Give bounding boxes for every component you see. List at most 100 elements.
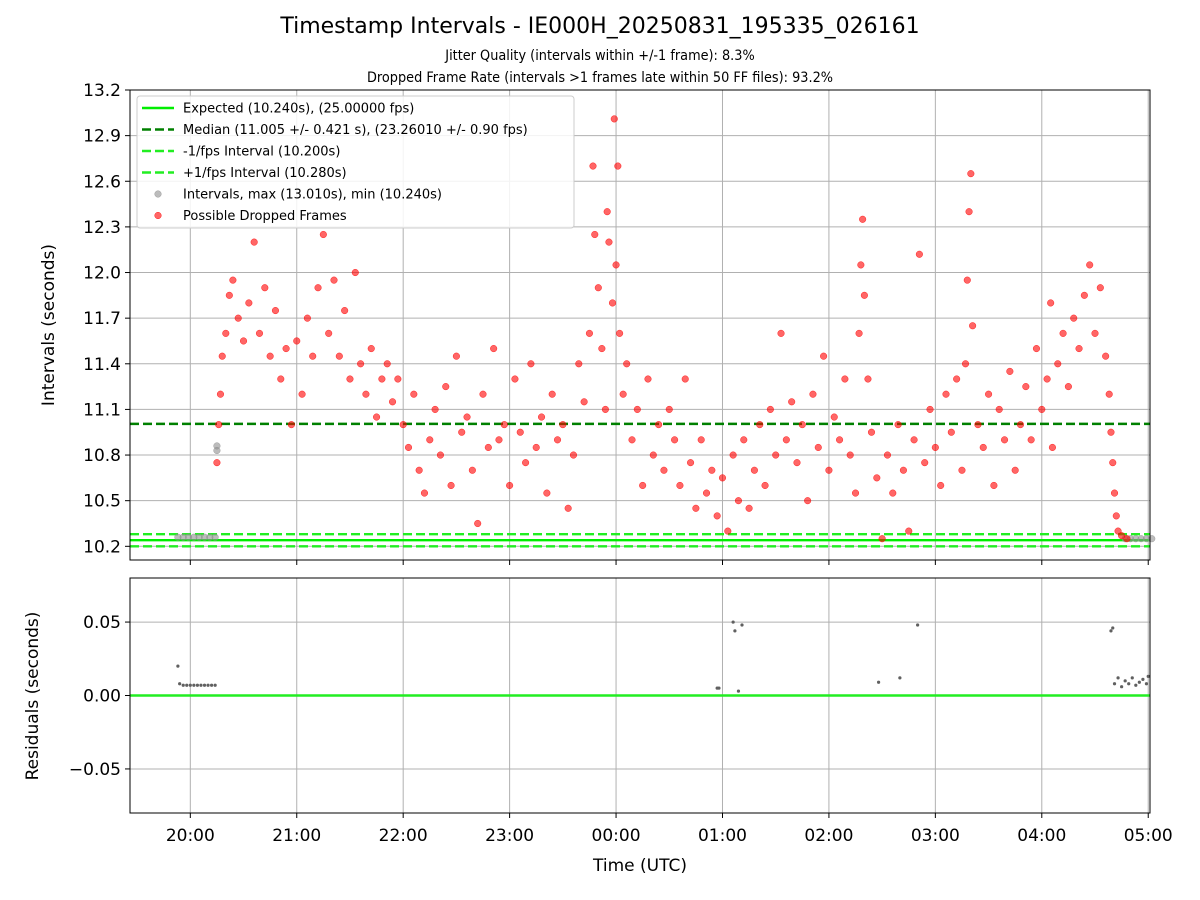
dropped-frame-point (608, 299, 617, 307)
dropped-frame-point (841, 375, 849, 383)
x-tick-label: 04:00 (1017, 826, 1066, 846)
dropped-frame-point (961, 360, 970, 368)
top-y-tick-label: 11.4 (83, 355, 121, 375)
dropped-frame-point (373, 413, 381, 421)
legend-label: +1/fps Interval (10.280s) (183, 166, 347, 181)
dropped-frame-point (468, 466, 476, 474)
dropped-frame-point (564, 504, 572, 512)
dropped-frame-point (809, 390, 817, 398)
dropped-frame-point (985, 390, 993, 398)
dropped-frame-point (234, 314, 242, 322)
dropped-frame-point (942, 390, 950, 398)
top-y-tick-label: 11.7 (83, 309, 121, 329)
dropped-frame-point (255, 329, 264, 337)
dropped-frame-point (383, 360, 391, 368)
legend-label: Intervals, max (13.010s), min (10.240s) (183, 188, 442, 203)
dropped-frame-point (878, 535, 886, 543)
residual-point (206, 683, 210, 687)
dropped-frame-point (883, 451, 892, 459)
x-tick-label: 00:00 (592, 826, 641, 846)
dropped-frame-point (605, 238, 613, 246)
dropped-frame-point (575, 360, 583, 368)
dropped-frame-point (357, 360, 365, 368)
dropped-frame-point (963, 276, 971, 284)
residual-point (876, 680, 881, 684)
bottom-y-axis-label: Residuals (seconds) (23, 612, 43, 781)
dropped-frame-point (479, 390, 487, 398)
dropped-frame-point (447, 481, 455, 490)
dropped-frame-point (1047, 299, 1055, 307)
residual-point (736, 689, 741, 693)
dropped-frame-point (293, 337, 301, 345)
dropped-frame-point (702, 489, 711, 497)
residual-point (1120, 685, 1124, 689)
dropped-frame-point (804, 497, 812, 505)
dropped-frame-point (1118, 532, 1126, 540)
residual-point (176, 664, 180, 668)
dropped-frame-point (612, 261, 620, 269)
dropped-frame-point (335, 352, 343, 360)
dropped-frame-point (399, 421, 407, 429)
dropped-frame-point (969, 322, 977, 330)
dropped-frame-point (1070, 314, 1078, 322)
dropped-frame-point (266, 352, 274, 360)
residual-point (1134, 683, 1138, 687)
dropped-frame-point (1000, 436, 1009, 444)
dropped-frame-point (362, 390, 370, 398)
dropped-frame-point (713, 512, 721, 520)
residual-point (178, 682, 182, 686)
dropped-frame-point (953, 375, 961, 383)
dropped-frame-point (1105, 390, 1113, 398)
dropped-frame-point (532, 443, 540, 451)
dropped-frame-point (1027, 436, 1035, 444)
dropped-frame-point (889, 489, 897, 497)
dropped-frame-point (644, 375, 652, 383)
dropped-frame-point (404, 443, 413, 451)
dropped-frame-point (772, 451, 780, 459)
dropped-frame-point (610, 115, 618, 123)
dropped-frame-point (1038, 405, 1046, 413)
dropped-frame-point (463, 413, 471, 421)
dropped-frame-point (995, 405, 1003, 413)
residual-point (188, 683, 192, 687)
dropped-frame-point (1091, 329, 1099, 337)
dropped-frame-point (793, 459, 801, 467)
dropped-frame-point (860, 291, 868, 299)
residual-point (717, 686, 721, 690)
dropped-frame-point (1011, 466, 1019, 474)
dropped-frame-point (724, 527, 732, 535)
dropped-frame-point (967, 170, 975, 178)
dropped-frame-point (490, 345, 498, 353)
dropped-frame-point (921, 459, 929, 467)
dropped-frame-point (277, 375, 285, 383)
dropped-frame-point (500, 421, 508, 429)
x-tick-label: 03:00 (911, 826, 960, 846)
dropped-frame-point (974, 421, 982, 429)
dropped-frame-point (1032, 345, 1041, 353)
dropped-frame-point (591, 230, 599, 239)
dropped-frame-point (1086, 261, 1094, 269)
x-axis-label: Time (UTC) (592, 856, 687, 876)
dropped-frame-point (378, 375, 386, 383)
dropped-frame-point (213, 459, 221, 467)
dropped-frame-point (633, 405, 641, 413)
dropped-frame-point (559, 421, 567, 429)
dropped-frame-point (820, 352, 828, 360)
dropped-frame-point (314, 284, 322, 292)
residual-point (192, 683, 196, 687)
dropped-frame-point (309, 352, 317, 360)
dropped-frame-point (436, 451, 444, 459)
dropped-frame-point (1022, 383, 1030, 391)
dropped-frame-point (894, 421, 902, 429)
dropped-frame-point (216, 390, 225, 398)
dropped-frame-point (756, 421, 764, 429)
dropped-frame-point (1048, 443, 1056, 451)
dropped-frame-point (873, 474, 881, 482)
dropped-frame-point (740, 436, 748, 444)
dropped-frame-point (543, 489, 551, 497)
dropped-frame-point (1075, 345, 1083, 353)
dropped-frame-point (511, 375, 519, 383)
top-y-axis-label: Intervals (seconds) (39, 244, 59, 406)
residual-point (185, 683, 189, 687)
